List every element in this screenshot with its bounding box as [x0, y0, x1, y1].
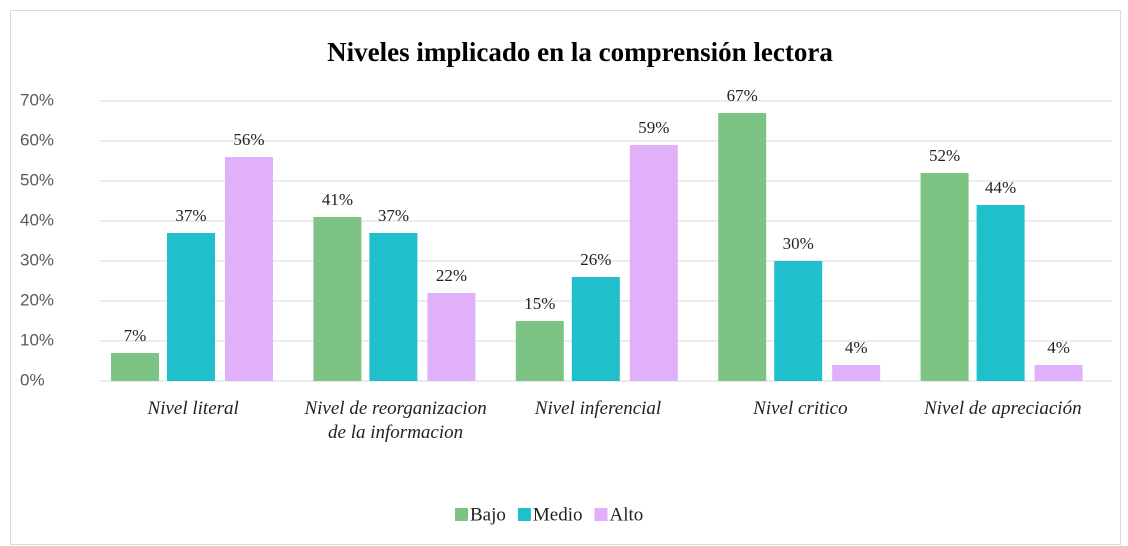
legend-swatch	[455, 508, 468, 521]
data-label: 59%	[638, 118, 669, 137]
data-label: 44%	[985, 178, 1016, 197]
x-tick-label: Nivel de reorganizacion de la informacio…	[304, 398, 487, 443]
y-tick-label: 50%	[20, 170, 54, 189]
y-tick-label: 60%	[20, 130, 54, 149]
bar	[718, 113, 767, 381]
data-label: 4%	[1047, 338, 1070, 357]
bar	[313, 217, 362, 381]
legend-label: Alto	[610, 504, 644, 525]
y-tick-label: 20%	[20, 290, 54, 309]
bar	[920, 173, 969, 381]
data-label: 26%	[580, 250, 611, 269]
data-label: 56%	[233, 130, 264, 149]
x-tick-label: Nivel critico	[753, 398, 848, 419]
bar	[774, 261, 823, 381]
data-label: 4%	[845, 338, 868, 357]
data-label: 7%	[124, 326, 147, 345]
bar	[111, 353, 159, 381]
data-label: 52%	[929, 146, 960, 165]
bar	[571, 277, 620, 381]
y-tick-label: 30%	[20, 250, 54, 269]
bar	[629, 145, 678, 381]
data-label: 37%	[378, 206, 409, 225]
bar	[369, 233, 418, 381]
legend-label: Bajo	[470, 504, 506, 525]
legend-label: Medio	[533, 504, 583, 525]
y-tick-label: 10%	[20, 330, 54, 349]
legend-swatch	[594, 508, 608, 521]
bar	[976, 205, 1025, 381]
chart-title: Niveles implicado en la comprensión lect…	[327, 37, 833, 67]
y-tick-label: 70%	[20, 90, 54, 109]
data-label: 41%	[322, 190, 353, 209]
x-tick-label: Nivel inferencial	[534, 398, 662, 419]
bar	[515, 321, 564, 381]
legend-swatch	[517, 508, 531, 521]
bar	[832, 365, 881, 381]
x-tick-label: Nivel literal	[147, 398, 239, 419]
bar	[427, 293, 476, 381]
data-label: 67%	[727, 86, 758, 105]
data-label: 30%	[783, 234, 814, 253]
x-tick-label: Nivel de apreciación	[924, 398, 1082, 419]
y-tick-label: 40%	[20, 210, 54, 229]
bar	[167, 233, 215, 381]
y-tick-label: 0%	[20, 370, 45, 389]
bar	[225, 157, 273, 381]
data-label: 15%	[524, 294, 555, 313]
data-label: 37%	[175, 206, 206, 225]
data-label: 22%	[436, 266, 467, 285]
bar	[1034, 365, 1083, 381]
